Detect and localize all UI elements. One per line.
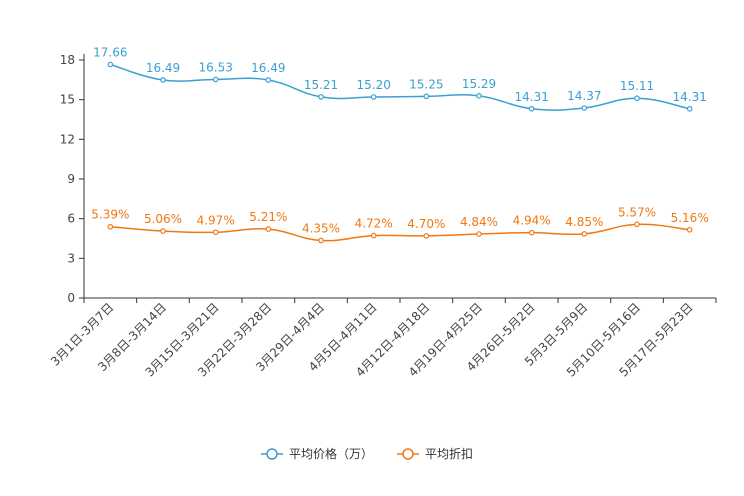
data-label: 17.66 — [93, 45, 127, 59]
data-label: 14.37 — [567, 89, 601, 103]
legend-marker-icon — [402, 448, 414, 460]
y-tick-label: 6 — [67, 212, 75, 226]
data-point — [370, 94, 377, 100]
data-label: 4.70% — [407, 217, 445, 231]
data-point — [581, 231, 588, 237]
data-label: 5.21% — [249, 210, 287, 224]
legend-label: 平均价格（万） — [289, 446, 373, 461]
data-label: 4.72% — [355, 217, 393, 231]
data-point — [107, 223, 114, 230]
data-label: 5.39% — [91, 208, 129, 222]
data-point — [581, 105, 588, 111]
data-label: 16.53 — [198, 60, 232, 74]
data-label: 4.85% — [565, 215, 603, 229]
data-label: 5.57% — [618, 205, 656, 219]
data-point — [476, 231, 482, 237]
data-point — [423, 233, 430, 239]
data-point — [528, 229, 535, 236]
data-point — [212, 229, 219, 236]
data-point — [634, 95, 640, 102]
data-label: 15.11 — [620, 79, 654, 93]
data-label: 14.31 — [514, 90, 548, 104]
data-label: 5.06% — [144, 212, 182, 226]
data-label: 15.20 — [356, 78, 390, 92]
data-point — [528, 105, 535, 112]
legend: 平均价格（万） 平均折扣 — [261, 446, 473, 461]
data-point — [265, 226, 272, 232]
data-point — [370, 232, 377, 239]
series-2: 5.39% 5.06% 4.97% 5.21% 4.35% 4.72% 4.70% 4.84%… — [91, 205, 709, 244]
series-1: 17.66 16.49 16.53 16.49 15.21 15.20 15.25 15.29… — [93, 45, 707, 112]
data-label: 4.97% — [197, 213, 235, 227]
data-point — [686, 226, 693, 233]
data-point — [265, 77, 272, 83]
data-label: 4.35% — [302, 221, 340, 235]
y-tick-label: 15 — [60, 93, 75, 107]
y-tick-label: 0 — [67, 291, 75, 305]
data-point — [318, 237, 324, 244]
y-tick-label: 18 — [60, 53, 75, 67]
data-label: 5.16% — [671, 211, 709, 225]
data-point — [318, 94, 324, 100]
data-label: 16.49 — [146, 61, 180, 75]
data-label: 16.49 — [251, 61, 285, 75]
series-line — [110, 223, 690, 242]
y-tick-label: 9 — [67, 172, 75, 186]
data-label: 4.94% — [513, 214, 551, 228]
data-point — [423, 93, 430, 100]
data-point — [107, 61, 114, 68]
legend-item-2: 平均折扣 — [397, 446, 473, 461]
data-label: 15.25 — [409, 77, 443, 91]
data-label: 15.21 — [304, 78, 338, 92]
legend-label: 平均折扣 — [425, 446, 473, 461]
data-label: 15.29 — [462, 77, 496, 91]
series-layer: 17.66 16.49 16.53 16.49 15.21 15.20 15.25 15.29… — [91, 45, 709, 244]
data-point — [160, 77, 166, 83]
series-line — [110, 63, 690, 111]
data-label: 4.84% — [460, 215, 498, 229]
legend-item-1: 平均价格（万） — [261, 446, 373, 461]
legend-marker-icon — [266, 448, 278, 460]
data-point — [212, 76, 219, 83]
data-point — [476, 93, 482, 99]
y-tick-label: 12 — [60, 132, 75, 146]
data-point — [686, 105, 693, 112]
data-point — [634, 221, 640, 228]
data-label: 14.31 — [672, 90, 706, 104]
y-tick-label: 3 — [67, 251, 75, 265]
data-point — [160, 228, 166, 234]
